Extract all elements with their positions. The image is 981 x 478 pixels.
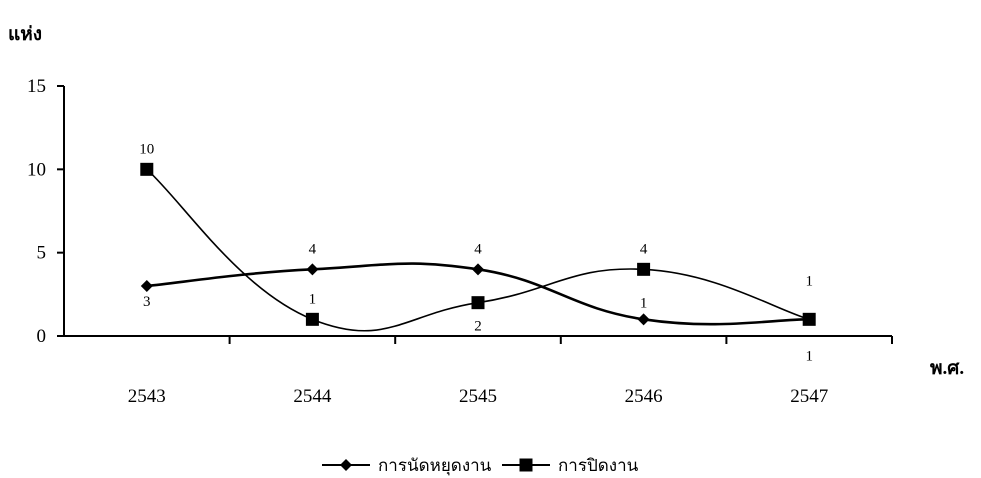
x-tick-label: 2545 (459, 386, 497, 407)
data-label: 3 (143, 294, 151, 310)
y-tick-label: 15 (27, 76, 46, 97)
data-label: 1 (805, 348, 813, 364)
y-axis-title: แห่ง (8, 24, 42, 45)
legend-item: การนัดหยุดงาน (322, 456, 492, 476)
data-label: 1 (805, 273, 813, 289)
data-label: 4 (309, 241, 317, 257)
x-axis-title: พ.ศ. (930, 358, 964, 379)
square-marker (140, 162, 154, 176)
x-tick-label: 2547 (790, 386, 828, 407)
data-labels: 3 4 4 1 1 10 1 2 4 1 (139, 141, 813, 364)
diamond-marker (140, 280, 153, 292)
square-marker (637, 262, 651, 276)
x-ticks: 2543 2544 2545 2546 2547 (128, 336, 893, 407)
series-1 (140, 262, 816, 326)
diamond-marker (306, 263, 319, 276)
y-tick-label: 5 (37, 243, 47, 264)
legend-label: การปิดงาน (558, 456, 639, 475)
square-marker (471, 296, 485, 310)
series-layer (140, 162, 816, 332)
data-label: 1 (640, 295, 648, 311)
series-2 (140, 162, 816, 332)
data-label: 10 (139, 141, 154, 157)
data-label: 2 (474, 319, 482, 335)
data-label: 1 (309, 291, 317, 307)
y-ticks: 0 5 10 15 (27, 76, 64, 347)
x-tick-label: 2544 (293, 386, 332, 407)
data-label: 4 (640, 241, 648, 257)
axes (63, 86, 892, 337)
y-tick-label: 0 (37, 326, 47, 347)
square-marker (802, 312, 816, 326)
legend-item: การปิดงาน (502, 456, 639, 475)
y-tick-label: 10 (27, 159, 46, 180)
legend: การนัดหยุดงาน การปิดงาน (322, 456, 639, 476)
diamond-marker (472, 263, 484, 276)
diamond-marker (637, 313, 650, 326)
legend-square-icon (519, 458, 533, 472)
square-marker (305, 312, 319, 326)
legend-diamond-icon (340, 459, 352, 471)
x-tick-label: 2546 (625, 386, 663, 407)
x-tick-label: 2543 (128, 386, 166, 407)
legend-label: การนัดหยุดงาน (378, 456, 492, 476)
data-label: 4 (474, 241, 482, 257)
